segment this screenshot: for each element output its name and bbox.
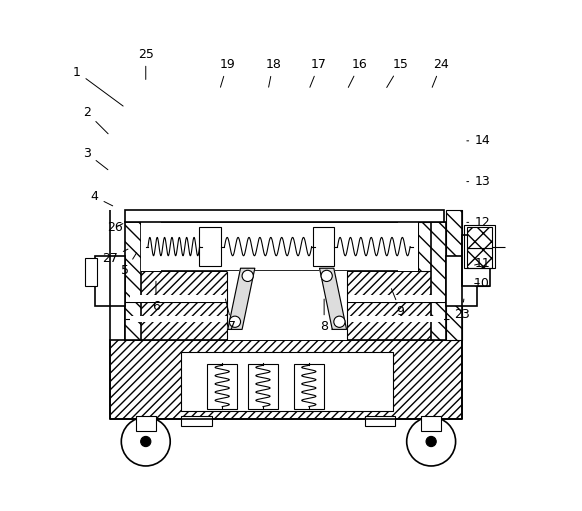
Bar	[464, 225, 495, 268]
Bar	[125, 271, 449, 340]
Polygon shape	[228, 268, 255, 330]
Bar	[130, 315, 444, 322]
Text: 19: 19	[219, 58, 235, 87]
Text: 11: 11	[474, 257, 490, 270]
Bar	[365, 416, 396, 426]
Bar	[84, 258, 97, 286]
Circle shape	[229, 316, 240, 328]
Text: 14: 14	[467, 134, 490, 147]
Circle shape	[407, 417, 456, 466]
Bar	[130, 295, 444, 302]
Bar	[110, 340, 462, 419]
Bar	[95, 256, 125, 307]
Text: 16: 16	[348, 58, 368, 87]
Bar	[418, 222, 434, 271]
Bar	[125, 210, 444, 222]
Bar	[248, 363, 278, 409]
Bar	[125, 222, 141, 340]
Bar	[136, 416, 156, 431]
Text: 7: 7	[225, 299, 236, 333]
Bar	[467, 248, 492, 268]
Bar	[182, 416, 212, 426]
Bar	[199, 227, 221, 266]
Circle shape	[426, 436, 436, 447]
Text: 26: 26	[107, 221, 123, 234]
Text: 5: 5	[122, 253, 137, 277]
Circle shape	[121, 417, 170, 466]
Text: 18: 18	[265, 58, 281, 87]
Bar	[421, 416, 441, 431]
Bar	[467, 227, 492, 248]
Text: 12: 12	[467, 216, 490, 229]
Bar	[398, 222, 418, 271]
Text: 1: 1	[73, 65, 123, 106]
Text: 27: 27	[102, 249, 128, 265]
Bar	[182, 352, 393, 411]
Circle shape	[141, 436, 151, 447]
Bar	[431, 222, 446, 340]
Bar	[207, 363, 237, 409]
Text: 24: 24	[432, 58, 449, 87]
Bar	[446, 210, 462, 340]
Polygon shape	[320, 268, 346, 330]
Bar	[446, 256, 477, 307]
Circle shape	[334, 316, 345, 328]
Text: 9: 9	[392, 289, 404, 318]
Text: 10: 10	[474, 277, 490, 290]
Text: 23: 23	[454, 299, 470, 320]
Text: 6: 6	[152, 281, 160, 313]
Text: 15: 15	[386, 58, 409, 87]
Circle shape	[242, 270, 253, 282]
Text: 17: 17	[310, 58, 327, 87]
Bar	[313, 227, 334, 266]
Bar	[228, 271, 347, 340]
Circle shape	[321, 270, 332, 282]
Bar	[462, 235, 489, 286]
Bar	[476, 258, 489, 286]
Text: 3: 3	[83, 147, 108, 170]
Text: 2: 2	[83, 106, 108, 134]
Bar	[141, 222, 161, 271]
Bar	[293, 363, 324, 409]
Text: 25: 25	[138, 48, 154, 79]
Bar	[125, 222, 141, 271]
Bar	[141, 222, 418, 271]
Text: 8: 8	[320, 299, 328, 333]
Text: 4: 4	[91, 191, 113, 206]
Text: 13: 13	[467, 175, 490, 188]
